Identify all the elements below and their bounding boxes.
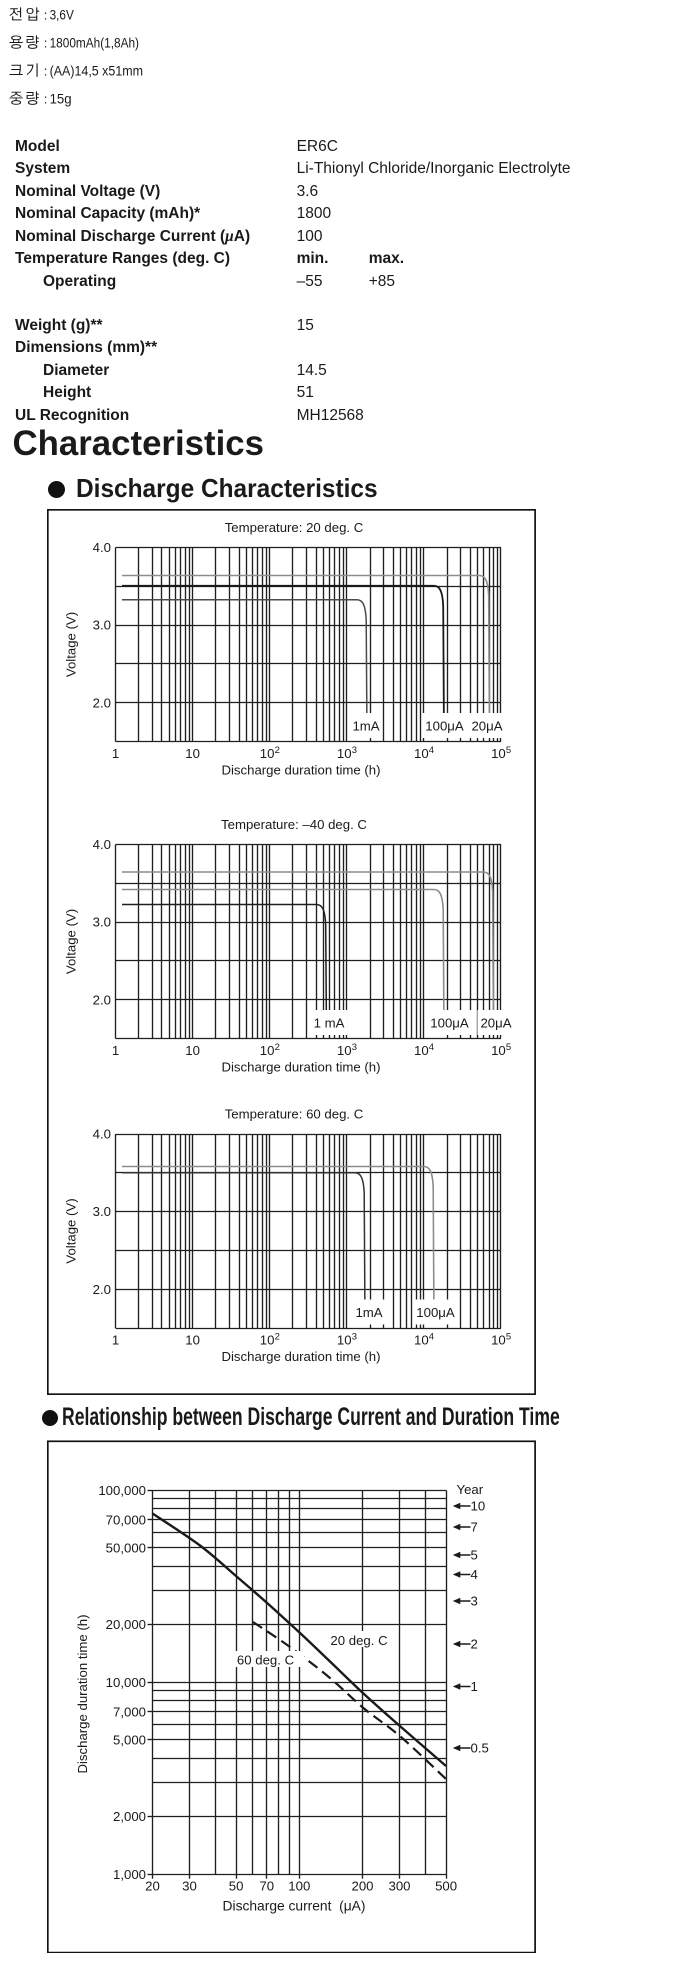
svg-text:5: 5 bbox=[471, 1548, 478, 1563]
svg-text:2.0: 2.0 bbox=[93, 695, 111, 710]
svg-text:Discharge current (μA): Discharge current (μA) bbox=[223, 1899, 366, 1914]
svg-text:4.0: 4.0 bbox=[93, 837, 111, 852]
svg-text:7,000: 7,000 bbox=[113, 1705, 146, 1720]
svg-text::: : bbox=[44, 8, 48, 23]
svg-text:Discharge duration time (h): Discharge duration time (h) bbox=[221, 763, 380, 778]
svg-text:10: 10 bbox=[491, 1043, 506, 1058]
svg-text:10: 10 bbox=[337, 1333, 352, 1348]
svg-text::: : bbox=[44, 36, 48, 51]
svg-text:10: 10 bbox=[185, 746, 200, 761]
svg-text:10: 10 bbox=[414, 746, 429, 761]
svg-text:3.0: 3.0 bbox=[93, 1204, 111, 1219]
svg-text:1: 1 bbox=[112, 746, 119, 761]
svg-text:300: 300 bbox=[388, 1879, 410, 1894]
svg-text:2: 2 bbox=[275, 1042, 280, 1053]
svg-text:5: 5 bbox=[506, 1042, 511, 1053]
svg-text:10: 10 bbox=[337, 1043, 352, 1058]
svg-text:Year: Year bbox=[457, 1482, 484, 1497]
svg-text:10: 10 bbox=[337, 746, 352, 761]
svg-text:100μA: 100μA bbox=[430, 1016, 469, 1031]
svg-text:10: 10 bbox=[414, 1043, 429, 1058]
svg-text:60 deg. C: 60 deg. C bbox=[237, 1653, 295, 1668]
svg-text:10: 10 bbox=[414, 1333, 429, 1348]
svg-text::: : bbox=[44, 64, 48, 79]
svg-text:2.0: 2.0 bbox=[93, 992, 111, 1007]
svg-text:3.0: 3.0 bbox=[93, 915, 111, 930]
svg-text:Discharge duration time (h): Discharge duration time (h) bbox=[75, 1614, 90, 1773]
svg-text:Temperature: –40 deg. C: Temperature: –40 deg. C bbox=[221, 817, 367, 832]
svg-text:4: 4 bbox=[429, 745, 434, 756]
svg-text:1mA: 1mA bbox=[355, 1305, 382, 1320]
svg-text:70,000: 70,000 bbox=[106, 1513, 146, 1528]
svg-text:2: 2 bbox=[275, 1332, 280, 1343]
svg-text:Temperature: 20 deg. C: Temperature: 20 deg. C bbox=[225, 520, 364, 535]
svg-text:1: 1 bbox=[471, 1679, 478, 1694]
svg-text:15g: 15g bbox=[50, 91, 72, 107]
svg-text:3: 3 bbox=[352, 1332, 357, 1343]
svg-text:10: 10 bbox=[185, 1043, 200, 1058]
svg-text:10: 10 bbox=[185, 1333, 200, 1348]
svg-text:3: 3 bbox=[471, 1594, 478, 1609]
svg-text:4: 4 bbox=[429, 1042, 434, 1053]
svg-text:Voltage (V): Voltage (V) bbox=[64, 1198, 79, 1263]
svg-text:200: 200 bbox=[351, 1879, 373, 1894]
svg-text:10: 10 bbox=[491, 746, 506, 761]
svg-text:2.0: 2.0 bbox=[93, 1282, 111, 1297]
svg-text:1mA: 1mA bbox=[352, 719, 379, 734]
svg-text:5: 5 bbox=[506, 1332, 511, 1343]
svg-text:100,000: 100,000 bbox=[98, 1483, 146, 1498]
svg-text:1800mAh(1,8Ah): 1800mAh(1,8Ah) bbox=[50, 35, 139, 51]
svg-text:20: 20 bbox=[145, 1879, 160, 1894]
svg-text:0.5: 0.5 bbox=[471, 1741, 489, 1756]
svg-text:(AA)14,5 x51mm: (AA)14,5 x51mm bbox=[50, 63, 143, 79]
svg-text:30: 30 bbox=[182, 1879, 197, 1894]
svg-text:500: 500 bbox=[435, 1879, 457, 1894]
svg-text:10: 10 bbox=[260, 746, 275, 761]
svg-text:10: 10 bbox=[260, 1043, 275, 1058]
svg-text:100: 100 bbox=[288, 1879, 310, 1894]
svg-text:20 deg. C: 20 deg. C bbox=[330, 1633, 388, 1648]
svg-text:5: 5 bbox=[506, 745, 511, 756]
svg-text:Voltage (V): Voltage (V) bbox=[64, 612, 79, 677]
svg-text:3: 3 bbox=[352, 1042, 357, 1053]
svg-text:10: 10 bbox=[260, 1333, 275, 1348]
svg-text:3.0: 3.0 bbox=[93, 618, 111, 633]
svg-text:100μA: 100μA bbox=[416, 1305, 455, 1320]
svg-text:Voltage (V): Voltage (V) bbox=[64, 909, 79, 974]
svg-text:1,000: 1,000 bbox=[113, 1867, 146, 1882]
svg-text:4.0: 4.0 bbox=[93, 1127, 111, 1142]
svg-text:1: 1 bbox=[112, 1043, 119, 1058]
svg-text:20μA: 20μA bbox=[471, 719, 502, 734]
svg-text:7: 7 bbox=[471, 1520, 478, 1535]
svg-text:20,000: 20,000 bbox=[106, 1617, 146, 1632]
svg-text:4.0: 4.0 bbox=[93, 540, 111, 555]
svg-text:5,000: 5,000 bbox=[113, 1733, 146, 1748]
svg-text:4: 4 bbox=[471, 1567, 478, 1582]
svg-text:2,000: 2,000 bbox=[113, 1809, 146, 1824]
svg-text:50,000: 50,000 bbox=[106, 1541, 146, 1556]
svg-text:10,000: 10,000 bbox=[106, 1675, 146, 1690]
svg-text:50: 50 bbox=[229, 1879, 244, 1894]
svg-text:4: 4 bbox=[429, 1332, 434, 1343]
svg-text::: : bbox=[44, 92, 48, 107]
svg-text:100μA: 100μA bbox=[425, 719, 464, 734]
svg-text:1 mA: 1 mA bbox=[314, 1016, 345, 1031]
svg-text:2: 2 bbox=[471, 1637, 478, 1652]
svg-text:Discharge duration time (h): Discharge duration time (h) bbox=[221, 1349, 380, 1364]
svg-text:70: 70 bbox=[259, 1879, 274, 1894]
svg-text:Discharge duration time (h): Discharge duration time (h) bbox=[221, 1060, 380, 1075]
svg-text:3,6V: 3,6V bbox=[50, 7, 75, 23]
svg-text:2: 2 bbox=[275, 745, 280, 756]
svg-text:3: 3 bbox=[352, 745, 357, 756]
svg-text:20μA: 20μA bbox=[480, 1016, 511, 1031]
svg-text:1: 1 bbox=[112, 1333, 119, 1348]
svg-text:10: 10 bbox=[491, 1333, 506, 1348]
svg-text:Temperature: 60 deg. C: Temperature: 60 deg. C bbox=[225, 1107, 364, 1122]
svg-text:10: 10 bbox=[471, 1499, 486, 1514]
